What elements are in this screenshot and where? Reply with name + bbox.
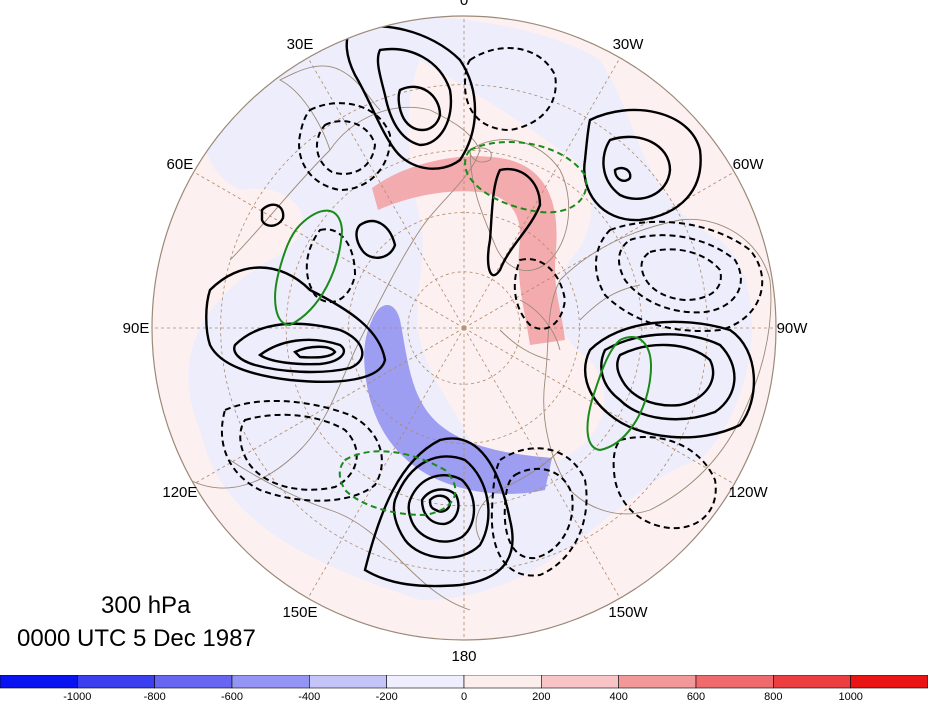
time-caption: 0000 UTC 5 Dec 1987 [17,625,256,652]
contour-neg-canada-3 [640,248,722,302]
colorbar-box [77,675,155,689]
longitude-label: 30W [613,36,645,53]
contour-neg-canada-2 [618,234,742,314]
colorbar-boxes [0,675,928,689]
parallel-circle [285,149,643,507]
green-contour-siberia [274,209,344,327]
colorbar-box [850,675,928,689]
contour-pos-siberia-4 [292,345,337,359]
longitude-label: 90W [777,320,809,337]
parallel-circle [220,84,708,572]
colorbar-box [773,675,851,689]
coastlines [189,65,772,611]
longitude-label: 150W [608,604,648,621]
colorbar-box [154,675,233,689]
longitude-label: 90E [123,320,150,337]
contour-pos-europe-2 [376,47,453,147]
meridian-line [307,327,465,599]
contour-pos-pacific-3 [407,473,476,543]
green-contours [274,209,652,452]
green-contour-america [586,335,652,452]
contour-pos-greenland-ridge [486,167,542,277]
contour-pos-pacific-5 [428,494,452,513]
colorbar-tick-label: 800 [764,691,782,702]
contour-pos-europe [345,25,477,170]
colorbar-tick-label: 0 [461,691,467,702]
coastline-asia-east [229,459,471,611]
contour-pos-arctic [355,219,397,259]
longitude-label: 120E [162,484,197,501]
neg-band [364,305,552,494]
contour-pos-ne-america-2 [600,333,736,421]
longitude-label: 0 [460,0,468,9]
positive-contours [205,25,756,588]
colorbar-box [309,675,387,689]
colorbar-box [231,675,310,689]
green-contour-pacific [338,450,457,517]
contour-pos-pacific-4 [420,488,460,526]
colorbar: -1000 -800 -600 -400 -200 0 200 400 600 800 1000 [0,675,928,702]
coastline-greenland [469,139,570,272]
parallel-circle [407,271,521,385]
colorbar-box [463,675,542,689]
contour-pos-atlantic-3 [613,166,632,182]
longitude-label: 150E [282,604,317,621]
contour-pos-atlantic-2 [602,135,672,200]
contour-neg-pacific-east [490,447,588,577]
map-border [151,15,777,641]
contour-pos-pacific [363,437,514,588]
meridian-line [193,171,465,329]
contour-neg-scandinavia-2 [316,120,377,175]
colorbar-box [618,675,697,689]
polar-map: 0 30W 60W 90W 120W 150W 180 150E 120E 90E 60E 30E [123,0,809,665]
green-dashed-contours [338,141,588,517]
meridian-line [193,327,465,485]
longitude-label: 60W [733,156,765,173]
contour-neg-alaska [612,436,717,530]
contour-pos-west [260,203,285,227]
longitude-label: 60E [167,156,194,173]
colorbar-ticks: -1000 -800 -600 -400 -200 0 200 400 600 800 1000 [63,691,863,702]
coastline-north-america [543,218,772,515]
level-caption: 300 hPa [101,592,191,619]
colorbar-box [0,675,78,689]
coastline-alaska [475,449,561,541]
pos-band [372,156,565,345]
colorbar-tick-label: 400 [610,691,628,702]
contour-neg-east-asia-2 [239,413,358,491]
colorbar-box [386,675,465,689]
contour-pos-ne-america-3 [616,343,715,407]
contour-pos-siberia [205,266,387,383]
longitude-label: 30E [287,36,314,53]
contour-neg-north-atlantic [463,47,557,132]
meridian-line [463,57,621,329]
longitude-labels: 0 30W 60W 90W 120W 150W 180 150E 120E 90E 60E 30E [123,0,809,665]
contour-pos-europe-3 [397,85,442,132]
colorbar-box [541,675,619,689]
contour-neg-greenland [513,258,567,330]
colorbar-tick-label: 1000 [838,691,862,702]
colorbar-tick-label: 600 [687,691,705,702]
green-contour-atlantic [464,141,588,214]
colorbar-tick-label: 200 [532,691,550,702]
parallel-circle [348,212,580,444]
contour-neg-canada [594,220,764,332]
contour-neg-scandinavia [298,102,392,192]
contour-pos-ne-america [583,320,756,439]
colorbar-tick-label: -600 [221,691,243,702]
contour-pos-pacific-2 [392,455,490,559]
colorbar-tick-label: -800 [144,691,166,702]
negative-contours [220,47,764,577]
colorbar-box [695,675,774,689]
longitude-label: 120W [729,484,769,501]
longitude-label: 180 [451,648,476,665]
contour-neg-east-asia [220,399,383,502]
contour-pos-atlantic [583,108,702,222]
colorbar-tick-label: -400 [298,691,320,702]
colorbar-tick-label: -200 [376,691,398,702]
contour-pos-siberia-3 [257,338,346,366]
colorbar-tick-label: -1000 [63,691,91,702]
meridian-line [463,327,621,599]
coastline-iceland [469,147,492,163]
